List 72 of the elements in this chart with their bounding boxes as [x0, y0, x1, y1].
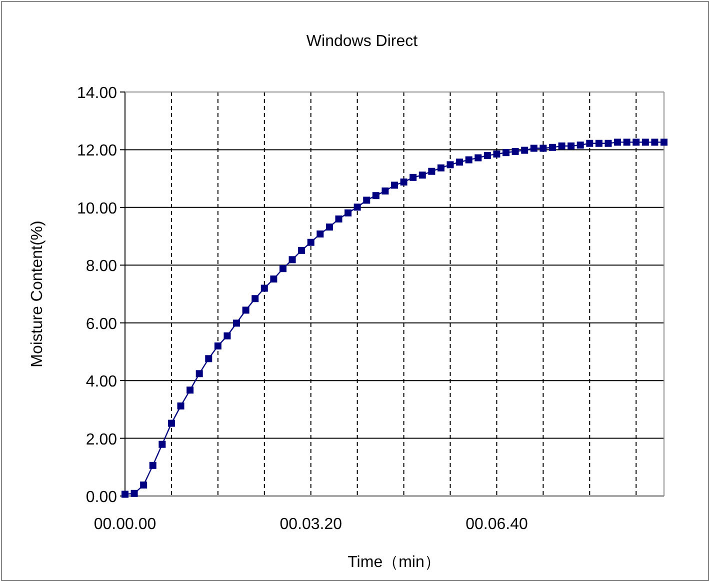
point — [140, 482, 148, 489]
point — [400, 178, 408, 186]
point — [224, 332, 231, 340]
point — [316, 230, 324, 238]
point — [363, 196, 370, 204]
point — [233, 320, 240, 327]
point — [326, 224, 333, 231]
point — [632, 138, 640, 146]
point — [260, 284, 268, 292]
point — [437, 164, 444, 172]
point — [595, 140, 602, 147]
point — [521, 146, 528, 154]
point — [604, 140, 612, 147]
point — [623, 138, 630, 146]
point — [242, 306, 250, 314]
point — [484, 152, 491, 159]
x-tick-label: 00.03.20 — [280, 516, 342, 533]
point — [279, 265, 286, 272]
point — [344, 209, 352, 216]
y-tick-label: 14.00 — [76, 85, 118, 102]
point — [410, 174, 417, 181]
point — [298, 246, 306, 254]
point — [456, 158, 464, 166]
point — [540, 144, 547, 152]
point — [512, 148, 519, 155]
point — [614, 138, 622, 146]
point — [307, 238, 314, 246]
point — [158, 440, 166, 448]
point — [568, 142, 575, 150]
point — [548, 144, 556, 151]
point — [530, 144, 538, 152]
point — [651, 138, 658, 146]
point — [558, 142, 566, 150]
point — [446, 161, 454, 168]
x-tick-label: 00.00.00 — [94, 516, 156, 533]
point — [502, 149, 510, 156]
point — [642, 138, 649, 146]
point — [149, 462, 156, 469]
point — [335, 215, 342, 222]
point — [418, 172, 426, 179]
point — [576, 142, 584, 149]
point — [186, 386, 194, 394]
point — [474, 154, 482, 162]
y-tick-label: 2.00 — [86, 431, 118, 448]
point — [214, 342, 222, 350]
y-axis-title: Moisture Content(%) — [29, 220, 46, 368]
point — [428, 168, 436, 175]
point — [586, 140, 594, 147]
point — [196, 370, 203, 378]
point — [288, 256, 296, 264]
point — [382, 187, 389, 194]
chart-title: Windows Direct — [306, 33, 418, 50]
x-axis-title: Time（min） — [348, 554, 440, 571]
point — [465, 156, 472, 164]
y-tick-label: 4.00 — [86, 374, 118, 391]
y-tick-label: 12.00 — [76, 142, 118, 160]
y-tick-label: 10.00 — [76, 200, 118, 218]
point — [391, 182, 398, 189]
point — [177, 402, 184, 410]
point — [168, 420, 175, 427]
point — [130, 490, 138, 497]
y-tick-label: 8.00 — [86, 258, 118, 276]
point — [270, 275, 278, 282]
point — [493, 150, 500, 158]
x-tick-label: 00.06.40 — [466, 516, 528, 533]
point — [205, 355, 212, 362]
y-tick-label: 6.00 — [86, 316, 118, 333]
point — [660, 138, 668, 146]
point — [252, 295, 259, 302]
point — [354, 204, 361, 211]
y-tick-label: 0.00 — [86, 489, 118, 506]
point — [372, 192, 380, 200]
